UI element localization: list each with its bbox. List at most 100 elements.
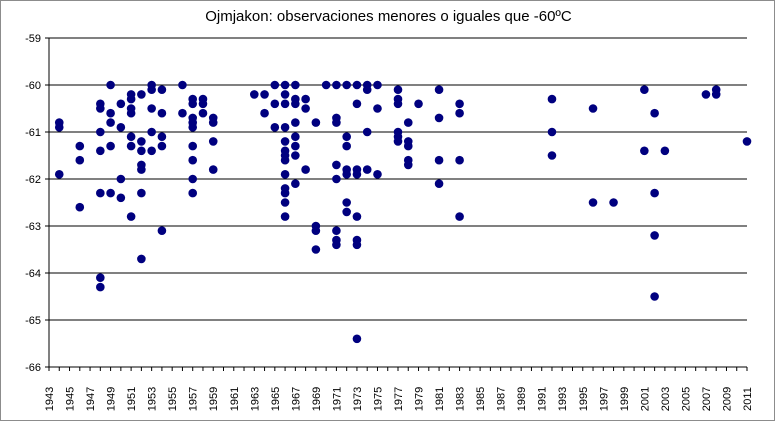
data-point bbox=[116, 174, 126, 184]
data-point bbox=[301, 94, 310, 104]
data-point bbox=[96, 282, 105, 292]
data-point bbox=[362, 85, 372, 94]
data-point bbox=[96, 273, 105, 283]
data-point bbox=[260, 90, 269, 99]
data-point bbox=[137, 146, 146, 156]
x-tick-labels: 1943 1945 1947 1949 1951 1953 1955 1957 1959 1961… bbox=[44, 387, 754, 411]
x-tick-label: 1981 bbox=[434, 387, 446, 411]
data-point bbox=[321, 80, 331, 90]
data-point bbox=[403, 160, 413, 170]
data-point bbox=[742, 137, 752, 146]
data-point bbox=[147, 146, 156, 156]
data-point bbox=[188, 99, 198, 109]
y-tick-labels: -59 -60 -61 -62 -63 -64 -65 -66 bbox=[25, 33, 41, 374]
data-point bbox=[116, 99, 126, 109]
data-point bbox=[96, 146, 105, 156]
data-point bbox=[455, 155, 464, 165]
data-point bbox=[393, 85, 403, 94]
x-tick-label: 2011 bbox=[742, 387, 754, 411]
data-point bbox=[147, 85, 156, 94]
x-tick-label: 1969 bbox=[311, 387, 323, 411]
data-point bbox=[178, 108, 187, 118]
data-point bbox=[373, 170, 382, 179]
x-tick-label: 1949 bbox=[106, 387, 118, 411]
x-tick-label: 1985 bbox=[475, 387, 487, 411]
data-point bbox=[280, 90, 290, 99]
data-point bbox=[455, 212, 464, 221]
x-tick-label: 1957 bbox=[188, 387, 200, 411]
data-point bbox=[75, 155, 85, 165]
data-point bbox=[414, 99, 423, 109]
data-point bbox=[650, 188, 659, 198]
data-point bbox=[280, 170, 290, 179]
data-point bbox=[701, 90, 711, 99]
data-point bbox=[547, 151, 557, 160]
data-point bbox=[342, 198, 351, 207]
x-tick-label: 1987 bbox=[496, 387, 508, 411]
data-point bbox=[332, 174, 341, 184]
data-point bbox=[650, 108, 659, 118]
data-point bbox=[106, 80, 115, 90]
data-point bbox=[352, 170, 362, 179]
data-point bbox=[126, 132, 136, 141]
data-point bbox=[352, 334, 362, 344]
x-tick-label: 1955 bbox=[167, 387, 179, 411]
x-tick-label: 1989 bbox=[516, 387, 528, 411]
data-point bbox=[291, 179, 300, 188]
y-tick-label: -66 bbox=[25, 362, 41, 374]
data-point bbox=[434, 85, 444, 94]
x-tick-label: 1947 bbox=[85, 387, 97, 411]
data-point bbox=[126, 94, 136, 104]
data-point bbox=[311, 245, 321, 254]
x-tick-label: 2001 bbox=[639, 387, 651, 411]
data-point bbox=[126, 108, 136, 118]
data-point bbox=[106, 118, 115, 127]
data-point bbox=[260, 108, 269, 118]
data-points bbox=[54, 80, 752, 344]
data-point bbox=[75, 141, 85, 151]
x-tick-label: 2009 bbox=[721, 387, 733, 411]
data-point bbox=[126, 212, 136, 221]
data-point bbox=[106, 188, 115, 198]
data-point bbox=[137, 165, 146, 174]
data-point bbox=[291, 151, 300, 160]
data-point bbox=[332, 240, 341, 250]
data-point bbox=[311, 118, 321, 127]
data-point bbox=[157, 85, 167, 94]
data-point bbox=[188, 174, 198, 184]
data-point bbox=[342, 141, 351, 151]
data-point bbox=[147, 104, 156, 113]
x-tick-label: 1973 bbox=[352, 387, 364, 411]
x-tick-label: 1975 bbox=[372, 387, 384, 411]
x-tick-label: 1995 bbox=[578, 387, 590, 411]
data-point bbox=[332, 118, 341, 127]
x-tick-label: 1971 bbox=[331, 387, 343, 411]
data-point bbox=[157, 141, 167, 151]
data-point bbox=[198, 99, 208, 109]
data-point bbox=[280, 99, 290, 109]
data-point bbox=[178, 80, 187, 90]
data-point bbox=[711, 90, 721, 99]
x-tick-label: 2005 bbox=[680, 387, 692, 411]
data-point bbox=[106, 108, 115, 118]
data-point bbox=[291, 132, 300, 141]
data-point bbox=[640, 146, 649, 156]
y-tick-label: -63 bbox=[25, 221, 41, 233]
data-point bbox=[332, 80, 341, 90]
x-tick-label: 1959 bbox=[208, 387, 220, 411]
data-point bbox=[434, 179, 444, 188]
data-point bbox=[650, 292, 659, 301]
data-point bbox=[403, 118, 413, 127]
data-point bbox=[403, 141, 413, 151]
data-point bbox=[588, 104, 598, 113]
data-point bbox=[301, 165, 310, 174]
x-tick-label: 1943 bbox=[44, 387, 56, 411]
data-point bbox=[270, 123, 280, 132]
data-point bbox=[280, 80, 290, 90]
data-point bbox=[362, 165, 372, 174]
data-point bbox=[137, 188, 146, 198]
data-point bbox=[650, 231, 659, 240]
data-point bbox=[116, 123, 126, 132]
data-point bbox=[126, 141, 136, 151]
y-tick-label: -61 bbox=[25, 127, 41, 139]
